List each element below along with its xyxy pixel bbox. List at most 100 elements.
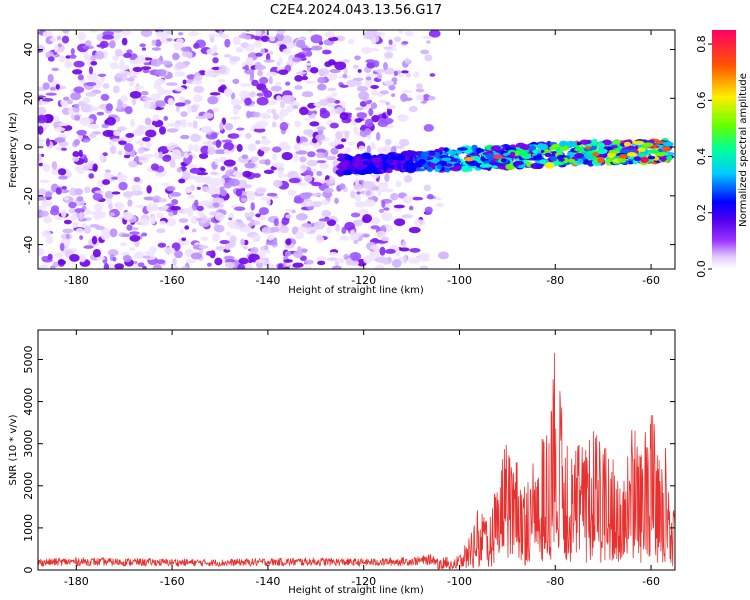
signal-point: [612, 139, 621, 145]
spectrogram-point: [166, 30, 172, 35]
signal-point: [551, 143, 561, 148]
spectrogram-point: [426, 40, 431, 44]
spectrogram-point: [92, 163, 98, 172]
spectrogram-point: [367, 48, 380, 52]
spectrogram-point: [350, 190, 356, 199]
spectrogram-point: [124, 106, 133, 115]
spectrogram-point: [203, 112, 214, 119]
spectrogram-point: [307, 151, 316, 158]
spectrogram-point: [240, 42, 249, 49]
spectrogram-point: [405, 72, 411, 78]
signal-point: [521, 144, 531, 151]
spectrogram-point: [97, 73, 107, 78]
snr-y-ticks: 0 1000 2000 3000 4000 5000: [22, 345, 675, 574]
spectrogram-point: [229, 116, 241, 120]
spectrogram-point: [179, 228, 185, 235]
colorbar-tick-label: 0.2: [695, 204, 708, 222]
signal-point: [490, 145, 502, 152]
spectrogram-point: [384, 51, 394, 59]
spectrogram-point: [73, 60, 85, 68]
spectrogram-point: [416, 83, 423, 89]
spectrogram-point: [260, 146, 271, 152]
spectrogram-point: [270, 85, 283, 92]
signal-point: [608, 149, 616, 154]
spectrogram-point: [379, 90, 390, 95]
spectrogram-point: [279, 100, 286, 109]
spectrogram-point: [113, 32, 123, 38]
snr-series-line: [38, 352, 675, 570]
spectrogram-point: [56, 35, 62, 41]
spectrogram-point: [257, 70, 264, 77]
spectrogram-point: [47, 253, 53, 261]
spectrogram-point: [349, 116, 358, 125]
spectrogram-point: [294, 75, 303, 82]
spectrogram-point: [265, 71, 278, 77]
spectrogram-point: [184, 225, 190, 230]
spectrogram-point: [92, 79, 103, 89]
x-tick-label: -140: [255, 274, 280, 287]
spectrogram-point: [135, 140, 143, 144]
spectrogram-point: [131, 98, 137, 106]
signal-point: [633, 140, 645, 146]
spectrogram-point: [109, 145, 117, 155]
spectrogram-point: [365, 200, 375, 205]
spectrogram-point: [311, 113, 316, 118]
spectrogram-point: [188, 31, 199, 37]
spectrogram-point: [280, 145, 292, 151]
signal-point: [453, 165, 462, 171]
spectrogram-point: [150, 58, 162, 67]
spectrogram-point: [370, 84, 379, 90]
spectrogram-point: [415, 88, 425, 93]
spectrogram-point: [143, 196, 155, 201]
spectrogram-point: [277, 263, 284, 269]
spectrogram-point: [57, 168, 67, 176]
spectrogram-point: [58, 55, 66, 63]
spectrogram-point: [384, 80, 394, 86]
signal-point: [443, 147, 449, 152]
signal-point: [426, 166, 434, 172]
spectrogram-point: [345, 257, 352, 266]
spectrogram-point: [368, 107, 374, 117]
signal-point: [666, 155, 673, 162]
spectrogram-point: [329, 68, 341, 74]
colorbar-tick-label: 0.0: [695, 260, 708, 278]
spectrogram-point: [287, 189, 297, 196]
spectrogram-point: [84, 40, 92, 47]
spectrogram-point: [401, 41, 409, 45]
spectrogram-point: [385, 101, 390, 106]
snr-line-group: [38, 352, 675, 570]
spectrogram-point: [255, 140, 261, 145]
signal-point: [357, 170, 368, 176]
spectrogram-point: [214, 224, 225, 233]
spectrogram-x-ticks: -180 -160 -140 -120 -100 -80 -60: [64, 30, 660, 287]
spectrogram-point: [38, 194, 45, 201]
spectrogram-point: [273, 218, 279, 227]
spectrogram-point: [285, 208, 292, 212]
spectrogram-point: [206, 250, 213, 256]
spectrogram-point: [241, 154, 249, 160]
signal-point: [648, 149, 660, 154]
signal-hotspot: [521, 154, 532, 160]
spectrogram-point: [235, 188, 243, 197]
spectrogram-point: [191, 80, 203, 85]
spectrogram-point: [190, 216, 198, 225]
spectrogram-point: [408, 257, 421, 264]
spectrogram-point: [316, 160, 327, 164]
signal-point: [610, 144, 618, 149]
spectrogram-point: [408, 105, 418, 113]
spectrogram-point: [49, 86, 56, 91]
spectrogram-point: [207, 146, 216, 156]
spectrogram-point: [422, 35, 433, 39]
spectrogram-point: [49, 265, 56, 269]
colorbar-ticks: 0.0 0.2 0.4 0.6 0.8: [695, 35, 712, 278]
spectrogram-point: [302, 192, 313, 197]
signal-point: [597, 156, 605, 164]
spectrogram-point: [90, 61, 98, 66]
spectrogram-point: [323, 188, 334, 194]
colorbar-tick-label: 0.6: [695, 92, 708, 110]
spectrogram-point: [291, 57, 302, 63]
spectrogram-point: [393, 36, 402, 42]
spectrogram-point: [54, 252, 64, 258]
spectrogram-point: [319, 200, 331, 206]
spectrogram-point: [38, 264, 49, 269]
